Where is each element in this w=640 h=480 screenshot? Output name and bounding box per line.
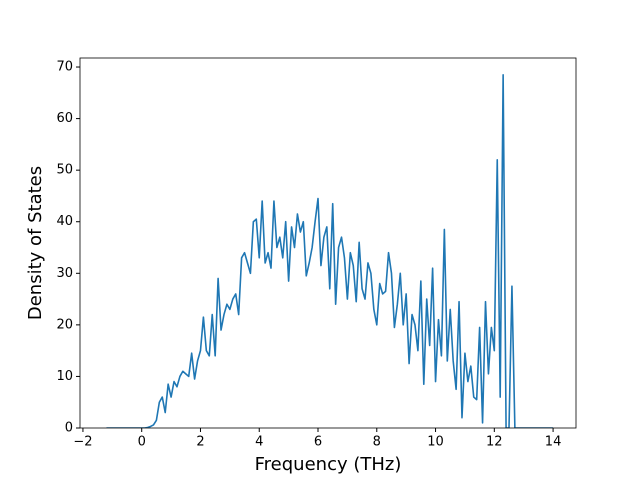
x-tick-label: 8 [373,435,381,450]
line [106,73,554,428]
x-tick-label: 6 [314,435,322,450]
x-tick-label: 0 [138,435,146,450]
y-tick-label: 70 [56,60,73,75]
x-tick-label: 12 [486,435,503,450]
plot-frame [79,57,577,429]
y-tick-label: 10 [56,369,73,384]
y-tick-label: 0 [65,421,73,436]
y-axis-label: Density of States [25,166,46,320]
y-tick-label: 30 [56,266,73,281]
y-tick-label: 50 [56,163,73,178]
y-tick-label: 20 [56,317,73,332]
x-tick-label: 2 [196,435,204,450]
y-tick-label: 60 [56,111,73,126]
y-tick-label: 40 [56,214,73,229]
x-axis-label: Frequency (THz) [255,454,402,475]
x-tick-label: 4 [255,435,263,450]
x-tick-label: −2 [73,435,92,450]
x-tick-label: 14 [545,435,562,450]
x-tick-label: 10 [427,435,444,450]
